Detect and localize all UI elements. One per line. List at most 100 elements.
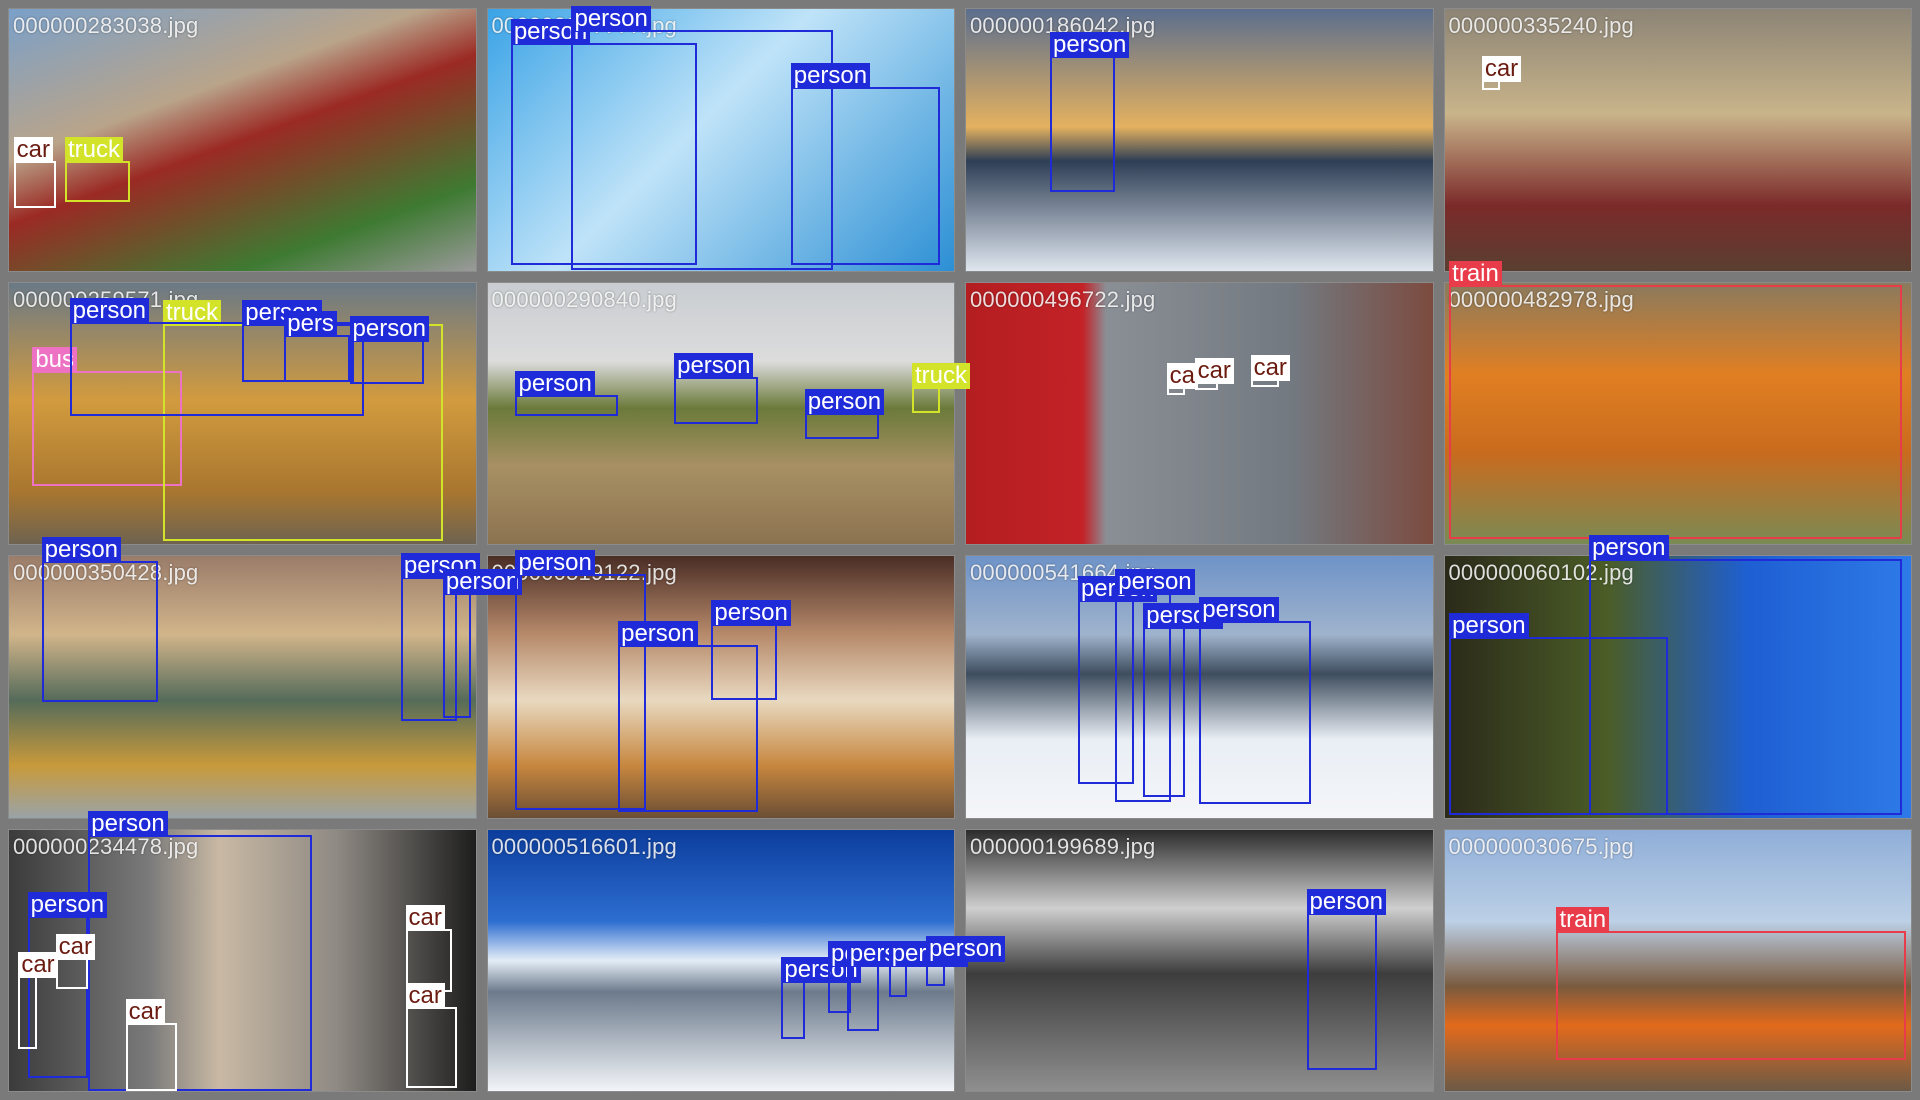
bounding-box-person: person (571, 5, 833, 271)
image-tile[interactable]: 000000482978.jpg train (1443, 261, 1912, 545)
image-tile[interactable]: 000000030675.jpg train (1443, 828, 1912, 1092)
class-label: car (125, 999, 165, 1025)
bounding-box-person: person (1199, 597, 1312, 805)
class-label: person (515, 550, 595, 577)
class-label: pers (284, 310, 337, 337)
class-label: truck (912, 363, 971, 390)
image-tile[interactable]: 000000199689.jpg person (965, 828, 1434, 1092)
class-label: car (405, 983, 445, 1010)
bounding-box-person: person (515, 370, 619, 416)
bounding-box-person: person (711, 599, 791, 700)
bounding-box-car: car (405, 904, 453, 992)
image-thumbnail (487, 9, 954, 271)
filename-label: 000000350428.jpg (13, 560, 199, 585)
bounding-box-train: train (1449, 261, 1902, 539)
class-label: person (88, 810, 168, 837)
bounding-box-car: car (125, 999, 177, 1091)
bounding-box-car: car (18, 951, 58, 1050)
image-tile[interactable]: 000000350428.jpg person person person (8, 537, 523, 819)
bounding-box-truck: truck (912, 363, 971, 414)
class-label: person (618, 620, 698, 647)
filename-label: 000000199689.jpg (970, 833, 1156, 859)
bounding-box-person: person (674, 352, 759, 424)
class-label: car (405, 904, 445, 931)
class-label: person (242, 300, 322, 327)
bounding-box-truck: truck (64, 136, 131, 203)
bounding-box-person: person (1115, 568, 1195, 802)
class-label: car (18, 951, 58, 978)
image-thumbnail (966, 829, 1433, 1091)
image-tile[interactable]: 000000283038.jpg car truck (8, 8, 477, 272)
filename-label: 000000060102.jpg (1448, 560, 1634, 585)
bounding-box-person: person (781, 957, 861, 1039)
class-label: person (442, 568, 523, 595)
bounding-box-person: person (888, 941, 969, 997)
filename-label: 000000030675.jpg (1448, 833, 1634, 859)
class-label: person (711, 599, 791, 626)
image-thumbnail (487, 556, 954, 818)
class-label: person (1199, 597, 1279, 624)
bounding-box-car: car (55, 933, 95, 989)
bounding-box-person: person (515, 550, 647, 810)
class-label: person (1306, 889, 1386, 916)
image-thumbnail (966, 9, 1433, 271)
class-label: car (1250, 355, 1290, 382)
filename-label: 000000283038.jpg (13, 13, 199, 38)
image-tile[interactable]: 000000234478.jpg person person car car car car… (8, 810, 477, 1092)
bounding-box-person: person (846, 941, 927, 1031)
class-label: person (515, 370, 595, 397)
class-label: person (27, 891, 108, 918)
image-tile[interactable]: 000000516601.jpgpersonpersonpersonperson… (486, 828, 1006, 1092)
bounding-box-person: pers (284, 310, 350, 382)
bounding-box-train: train (1556, 907, 1907, 1060)
bounding-box-person: person (1306, 889, 1386, 1071)
class-label: person (1115, 568, 1195, 595)
class-label: person (69, 297, 150, 324)
class-label: truck (64, 136, 123, 163)
image-tile[interactable]: 000000290840.jpg person person person truck (486, 281, 971, 545)
bounding-box-car: car (1250, 355, 1290, 388)
bounding-box-person: person (88, 810, 313, 1091)
image-thumbnail (1444, 556, 1911, 818)
image-thumbnail (9, 556, 476, 818)
image-tile[interactable]: 000000496722.jpg ca car car (965, 281, 1434, 545)
image-thumbnail (1444, 829, 1911, 1091)
class-label: person (571, 5, 651, 32)
class-label: bus (32, 347, 78, 374)
class-label: person (804, 389, 885, 416)
image-tile[interactable]: 000000060102.jpg person person (1443, 534, 1912, 819)
bounding-box-person: person (790, 63, 940, 266)
class-label: person (926, 936, 1006, 963)
bounding-box-person: person (41, 537, 159, 703)
bounding-box-person: person (618, 620, 759, 813)
bounding-box-car: ca (1166, 363, 1198, 395)
image-tile[interactable]: 000000186042.jpg person (965, 8, 1434, 272)
bounding-box-person: person (1589, 534, 1902, 815)
class-label: train (1556, 907, 1610, 934)
image-thumbnail (966, 282, 1433, 544)
bounding-box-bus: bus (32, 347, 182, 487)
bounding-box-person: person (1449, 613, 1669, 815)
class-label: person (1049, 32, 1130, 59)
bounding-box-person: person (349, 316, 429, 385)
class-label: person (1589, 534, 1669, 561)
filename-label: 000000516601.jpg (491, 833, 677, 859)
image-tile[interactable]: 000000335240.jpg car (1443, 8, 1912, 272)
class-label: person (349, 316, 429, 343)
bounding-box-person: person (69, 297, 364, 416)
bounding-box-car: car (1194, 357, 1234, 390)
image-tile[interactable]: 000000259571.jpgbustruckpersonpersonpers… (8, 281, 477, 545)
bounding-box-car: car (1481, 55, 1522, 91)
class-label: car (1194, 357, 1234, 384)
image-thumbnail (1444, 9, 1911, 271)
class-label: car (55, 933, 95, 960)
filename-label: 000000482978.jpg (1448, 286, 1634, 312)
class-label: person (41, 537, 122, 564)
class-label: person (790, 63, 871, 90)
class-label: car (13, 136, 53, 163)
bounding-box-person: person (1049, 32, 1130, 193)
